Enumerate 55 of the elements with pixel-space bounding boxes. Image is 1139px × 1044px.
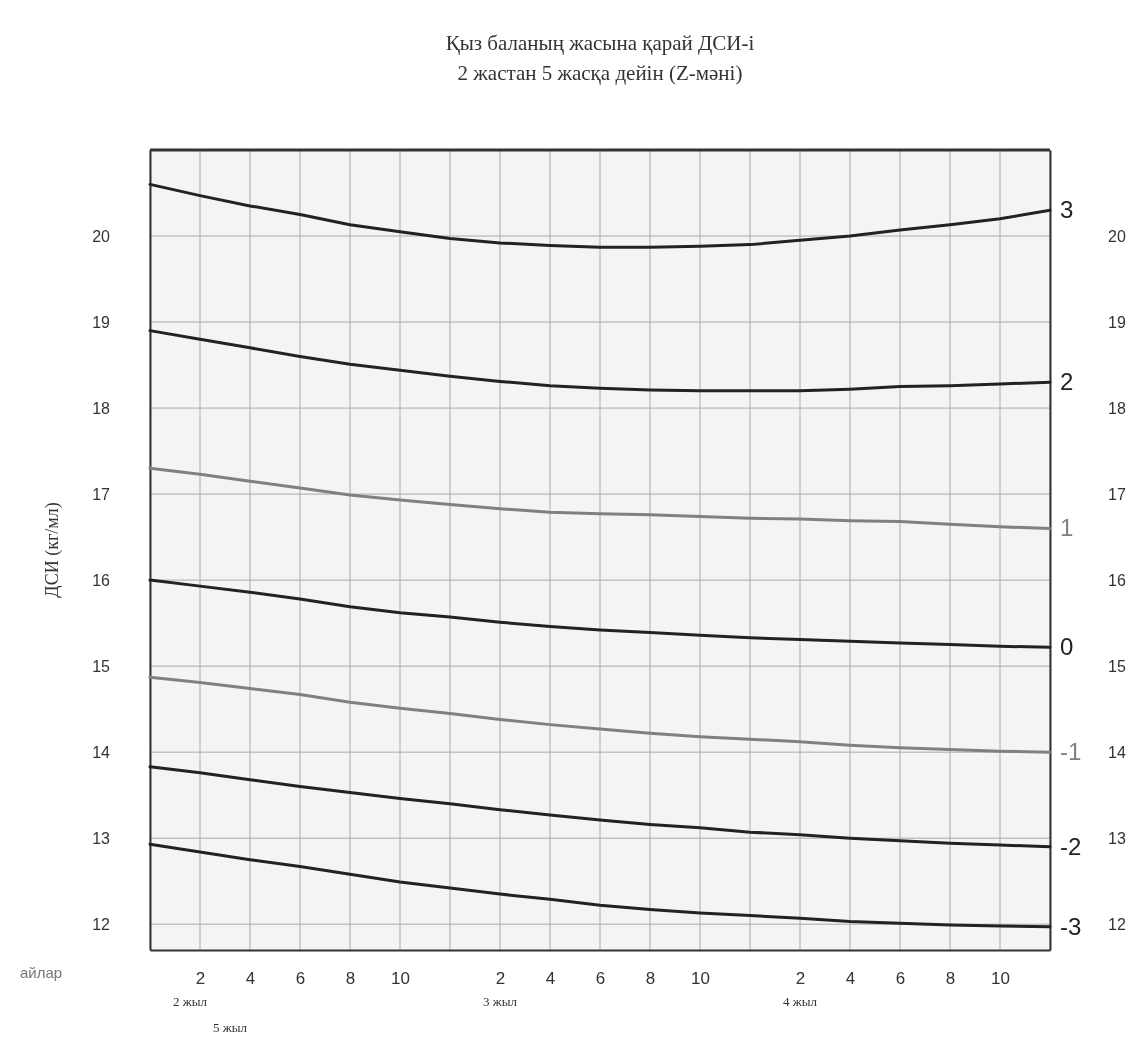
y-tick-label: 19 [92, 313, 111, 331]
series-label: 0 [1060, 633, 1074, 661]
y-axis-title: ДСИ (кг/мл) [42, 502, 63, 598]
chart-title: Қыз баланың жасына қарай ДСИ-і [445, 31, 755, 55]
line-series [148, 182, 1052, 249]
y2-tick-label: 14 [1108, 743, 1126, 761]
series-label: -3 [1060, 912, 1082, 940]
y2-tick-label: 13 [1108, 829, 1126, 847]
y-tick-label: 16 [92, 571, 111, 589]
y2-tick-label: 16 [1108, 571, 1126, 589]
y-tick-label: 13 [92, 829, 111, 847]
y-tick-label: 12 [92, 915, 111, 933]
y-tick-label: 17 [92, 485, 111, 503]
y-tick-label: 15 [92, 657, 111, 675]
x-tick-label: 10 [691, 969, 710, 989]
text: 4 жыл [783, 994, 818, 1009]
series-label: -1 [1060, 738, 1082, 766]
text: 3 жыл [483, 994, 518, 1009]
x-tick-label: 8 [345, 969, 356, 989]
x-tick-label: 2 [795, 969, 806, 989]
x-tick-label: 6 [295, 969, 306, 989]
line-series [148, 578, 1052, 649]
y-tick-label: 20 [92, 227, 111, 245]
y-tick-label: 18 [92, 399, 111, 417]
series-label: -2 [1060, 832, 1082, 860]
y2-tick-label: 18 [1108, 399, 1126, 417]
x-tick-label: 4 [545, 969, 556, 989]
x-tick-label: 2 [195, 969, 206, 989]
y2-tick-label: 19 [1108, 313, 1126, 331]
y2-tick-label: 12 [1108, 915, 1126, 933]
x-tick-label: 2 [495, 969, 506, 989]
x-tick-label: 8 [945, 969, 956, 989]
x-tick-label: 4 [845, 969, 856, 989]
series-label: 2 [1060, 368, 1074, 396]
text: 2 жыл [173, 994, 208, 1009]
x-tick-label: 10 [391, 969, 410, 989]
x-tick-label: 6 [895, 969, 906, 989]
series-label: 1 [1060, 514, 1074, 542]
y2-tick-label: 15 [1108, 657, 1126, 675]
x-tick-label: 8 [645, 969, 656, 989]
series-label: 3 [1060, 196, 1074, 224]
x-tick-label: 10 [991, 969, 1010, 989]
y2-tick-label: 17 [1108, 485, 1126, 503]
line-series [148, 466, 1052, 530]
line-series [148, 842, 1052, 929]
x-tick-label: 4 [245, 969, 256, 989]
y2-tick-label: 20 [1108, 227, 1126, 245]
text: 5 жыл [213, 1020, 248, 1035]
line-series [148, 675, 1052, 754]
x-axis-title: айлар [20, 964, 63, 981]
line-series [148, 329, 1052, 393]
line-series [148, 765, 1052, 849]
x-tick-label: 6 [595, 969, 606, 989]
y-tick-label: 14 [92, 743, 111, 761]
chart-subtitle: 2 жастан 5 жасқа дейін (Z-мәні) [457, 61, 743, 85]
